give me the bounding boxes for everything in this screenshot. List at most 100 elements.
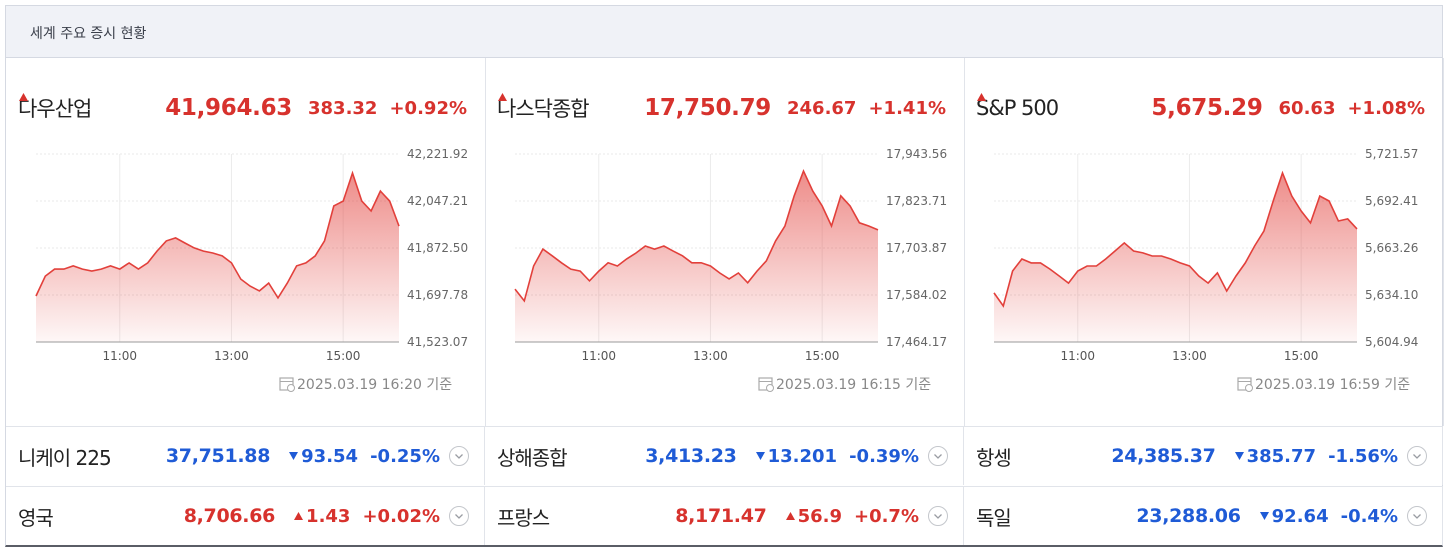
change-arrow bbox=[498, 93, 507, 101]
y-tick-label: 41,872.50 bbox=[407, 241, 468, 255]
index-name: 영국 bbox=[18, 505, 54, 530]
x-tick-label: 11:00 bbox=[102, 349, 137, 363]
icon-body bbox=[279, 377, 294, 391]
widget-header: 세계 주요 증시 현황 bbox=[6, 6, 1442, 58]
index-price: 8,706.66 bbox=[183, 505, 276, 527]
expand-button[interactable] bbox=[1406, 445, 1428, 467]
index-name: 다우산업 bbox=[18, 97, 92, 121]
arrow-shape bbox=[294, 512, 304, 520]
arrow-shape bbox=[977, 93, 986, 101]
index-name: 상해종합 bbox=[497, 445, 568, 470]
index-row: 프랑스 8,171.47 56.9 +0.7% bbox=[485, 486, 964, 545]
index-panel: 5,721.57 5,692.41 5,663.26 5,634.10 5,604.94… bbox=[964, 58, 1444, 426]
index-name: 니케이 225 bbox=[18, 445, 112, 470]
change-arrow bbox=[289, 452, 299, 460]
area-fill bbox=[36, 173, 399, 342]
y-tick-label: 5,663.26 bbox=[1365, 241, 1418, 255]
index-price: 41,964.63 bbox=[165, 95, 292, 121]
button-chevron bbox=[1413, 454, 1421, 459]
button-ring bbox=[1407, 506, 1427, 526]
y-tick-label: 5,604.94 bbox=[1365, 335, 1418, 349]
arrow-shape bbox=[785, 512, 795, 520]
change-arrow bbox=[294, 512, 304, 520]
icon-clock bbox=[766, 384, 774, 392]
index-change: 56.9 bbox=[797, 505, 842, 527]
calendar-icon bbox=[279, 377, 295, 392]
index-row: 상해종합 3,413.23 13.201 -0.39% bbox=[485, 426, 964, 485]
x-tick-label: 15:00 bbox=[805, 349, 840, 363]
button-ring bbox=[449, 446, 469, 466]
market-widget: 세계 주요 증시 현황 42,221.92 42,047.21 41,872.50 4… bbox=[5, 5, 1444, 547]
y-tick-label: 17,823.71 bbox=[886, 194, 947, 208]
price-line bbox=[514, 169, 879, 303]
y-tick-label: 41,523.07 bbox=[407, 335, 468, 349]
index-row: 항셍 24,385.37 385.77 -1.56% bbox=[964, 426, 1443, 485]
index-price: 23,288.06 bbox=[1136, 505, 1241, 527]
x-tick-label: 11:00 bbox=[1060, 349, 1095, 363]
index-change-pct: +1.41% bbox=[868, 97, 946, 119]
index-chart: 17,943.56 17,823.71 17,703.87 17,584.02 17,4… bbox=[514, 147, 947, 393]
button-chevron bbox=[934, 454, 942, 459]
index-name: S&P 500 bbox=[976, 96, 1059, 120]
index-change-pct: +0.7% bbox=[853, 505, 919, 527]
index-chart: 42,221.92 42,047.21 41,872.50 41,697.78 41,5… bbox=[35, 147, 468, 393]
index-change: 385.77 bbox=[1246, 445, 1317, 467]
change-arrow bbox=[1234, 452, 1244, 460]
index-change-pct: +0.02% bbox=[362, 505, 440, 527]
index-change: 1.43 bbox=[306, 505, 351, 527]
index-change: 246.67 bbox=[787, 97, 857, 119]
timestamp: 2025.03.19 16:15 기준 bbox=[776, 377, 931, 393]
index-change-pct: -0.4% bbox=[1340, 505, 1398, 527]
index-price: 24,385.37 bbox=[1111, 445, 1216, 467]
index-price: 5,675.29 bbox=[1151, 95, 1263, 121]
x-tick-label: 13:00 bbox=[1172, 349, 1207, 363]
change-arrow bbox=[755, 452, 765, 460]
button-ring bbox=[449, 506, 469, 526]
icon-body bbox=[758, 377, 773, 391]
y-tick-label: 17,584.02 bbox=[886, 288, 947, 302]
arrow-shape bbox=[1234, 452, 1244, 460]
change-arrow bbox=[785, 512, 795, 520]
expand-button[interactable] bbox=[927, 445, 949, 467]
index-chart: 5,721.57 5,692.41 5,663.26 5,634.10 5,604.94… bbox=[993, 147, 1418, 393]
index-change-pct: -1.56% bbox=[1328, 445, 1398, 467]
expand-button[interactable] bbox=[448, 505, 470, 527]
calendar-icon bbox=[1237, 377, 1253, 392]
index-name: 나스닥종합 bbox=[497, 97, 590, 121]
index-quote: S&P 500 5,675.29 60.63 +1.08% bbox=[976, 92, 1425, 124]
button-chevron bbox=[455, 514, 463, 519]
button-chevron bbox=[1413, 514, 1421, 519]
arrow-shape bbox=[498, 93, 507, 101]
expand-button[interactable] bbox=[1406, 505, 1428, 527]
index-change-pct: -0.25% bbox=[370, 445, 440, 467]
x-tick-label: 13:00 bbox=[214, 349, 249, 363]
x-tick-label: 13:00 bbox=[693, 349, 728, 363]
timestamp: 2025.03.19 16:59 기준 bbox=[1255, 377, 1410, 393]
area-fill bbox=[515, 171, 878, 342]
index-change-pct: -0.39% bbox=[849, 445, 919, 467]
index-row: 영국 8,706.66 1.43 +0.02% bbox=[6, 486, 485, 545]
icon-clock bbox=[287, 384, 295, 392]
y-tick-label: 5,692.41 bbox=[1365, 194, 1418, 208]
icon-clock bbox=[1245, 384, 1253, 392]
index-change: 92.64 bbox=[1271, 505, 1329, 527]
index-price: 8,171.47 bbox=[675, 505, 767, 527]
change-arrow bbox=[977, 93, 986, 101]
index-quote: 나스닥종합 17,750.79 246.67 +1.41% bbox=[497, 92, 946, 124]
arrow-shape bbox=[1259, 512, 1269, 520]
y-tick-label: 5,721.57 bbox=[1365, 147, 1418, 161]
button-ring bbox=[928, 446, 948, 466]
y-tick-label: 17,943.56 bbox=[886, 147, 947, 161]
timestamp: 2025.03.19 16:20 기준 bbox=[297, 377, 452, 393]
index-change: 93.54 bbox=[301, 445, 359, 467]
y-tick-label: 5,634.10 bbox=[1365, 288, 1418, 302]
button-chevron bbox=[455, 454, 463, 459]
index-price: 37,751.88 bbox=[165, 445, 271, 467]
widget-title: 세계 주요 증시 현황 bbox=[30, 26, 147, 42]
change-arrow bbox=[19, 93, 28, 101]
y-tick-label: 17,464.17 bbox=[886, 335, 947, 349]
button-ring bbox=[1407, 446, 1427, 466]
expand-button[interactable] bbox=[448, 445, 470, 467]
expand-button[interactable] bbox=[927, 505, 949, 527]
y-tick-label: 41,697.78 bbox=[407, 288, 468, 302]
